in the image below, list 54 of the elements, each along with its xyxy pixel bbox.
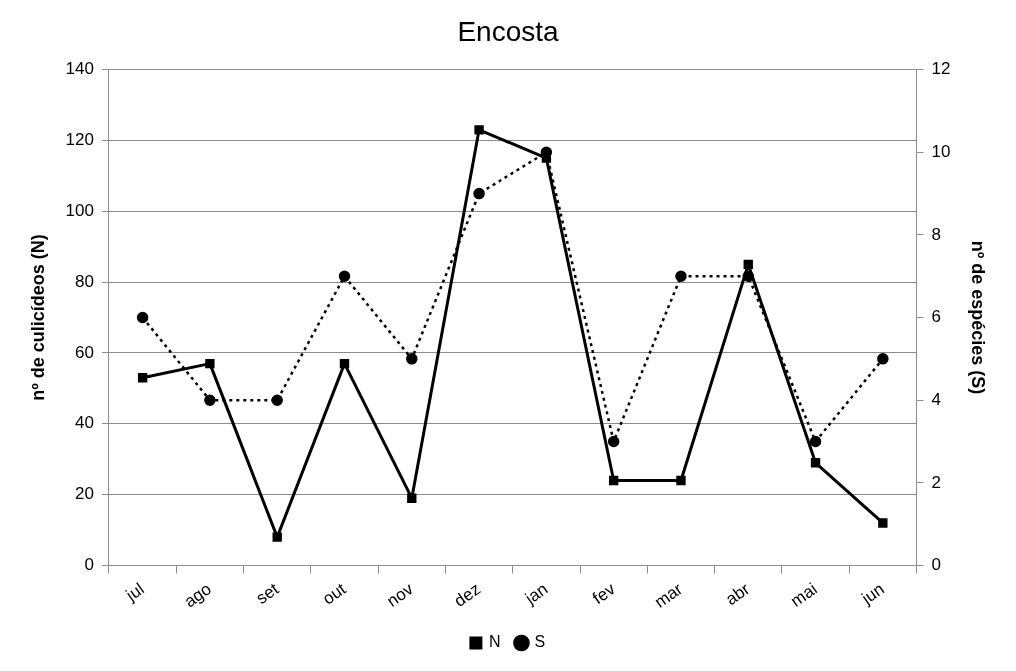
legend-label: N <box>488 633 501 651</box>
y2-tick-label: 8 <box>931 224 941 244</box>
x-tick-label: set <box>252 579 283 608</box>
point <box>541 153 552 163</box>
point <box>407 493 417 503</box>
y2-tick-label: 12 <box>931 59 951 79</box>
y2-tick-label: 4 <box>931 389 941 409</box>
x-tick-label: mai <box>787 579 821 611</box>
point <box>137 373 148 383</box>
chart-title: Encosta <box>457 15 560 47</box>
point <box>338 270 351 282</box>
point <box>339 358 350 369</box>
legend-label: S <box>534 633 546 651</box>
point <box>607 435 620 448</box>
point <box>675 270 687 282</box>
x-tick-label: nov <box>383 579 418 611</box>
point <box>205 358 215 369</box>
point <box>877 353 889 365</box>
y-tick-label: 0 <box>84 555 94 575</box>
y-tick-label: 40 <box>75 413 94 433</box>
x-tick-label: jun <box>857 579 888 609</box>
point <box>474 125 484 135</box>
point <box>608 475 619 486</box>
point <box>878 518 888 528</box>
point <box>406 353 418 365</box>
y-tick-label: 100 <box>65 200 94 220</box>
point <box>676 475 686 486</box>
y2-axis-title: nº de espécies (S) <box>968 240 989 395</box>
x-tick-label: dez <box>450 579 485 611</box>
point <box>204 394 216 406</box>
x-tick-label: ago <box>180 579 215 612</box>
x-tick-label: jan <box>521 579 552 609</box>
y2-tick-label: 0 <box>931 555 941 575</box>
point <box>809 435 822 448</box>
y-tick-label: 80 <box>75 271 94 291</box>
y-tick-label: 60 <box>75 342 94 362</box>
point <box>136 311 149 324</box>
y-tick-label: 20 <box>75 484 94 504</box>
x-tick-label: fev <box>589 579 620 608</box>
y-tick-label: 140 <box>65 59 94 79</box>
point <box>810 458 821 468</box>
point <box>473 187 485 200</box>
y2-tick-label: 10 <box>931 141 951 161</box>
y2-tick-label: 6 <box>931 307 941 327</box>
x-tick-label: jul <box>121 579 148 606</box>
x-tick-label: mar <box>651 579 687 612</box>
y2-tick-label: 2 <box>931 472 941 492</box>
x-tick-label: out <box>319 579 350 609</box>
point <box>743 259 753 270</box>
point <box>272 532 282 542</box>
y-tick-label: 120 <box>65 130 94 150</box>
x-tick-label: abr <box>722 579 754 610</box>
y-axis-title: nº de culicídeos (N) <box>27 234 48 401</box>
point <box>271 394 283 406</box>
